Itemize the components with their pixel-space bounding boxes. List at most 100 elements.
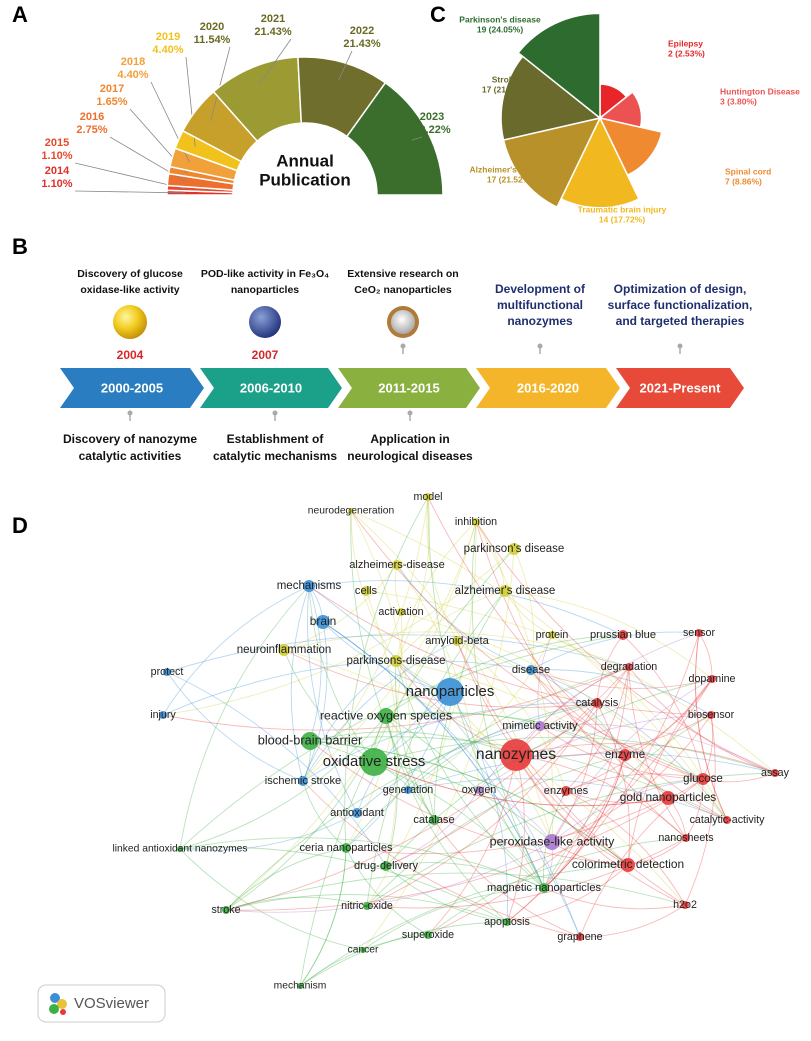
edge	[225, 872, 686, 911]
edge	[565, 678, 713, 792]
edge	[427, 754, 517, 936]
edge	[565, 790, 669, 803]
edge	[395, 521, 477, 662]
edge	[478, 789, 553, 843]
network-node	[625, 663, 633, 671]
edge	[322, 621, 581, 938]
network-node	[708, 675, 716, 683]
node-label: degradation	[601, 661, 658, 673]
network-node	[378, 708, 394, 724]
value-label: 17 (21.52%)	[487, 174, 533, 184]
network-node	[508, 543, 520, 555]
edge	[385, 862, 545, 889]
edge	[385, 666, 630, 867]
network-node	[771, 769, 779, 777]
network-node	[436, 678, 464, 706]
network-node	[360, 947, 366, 953]
category-label: 2019	[156, 31, 180, 43]
edge	[698, 632, 713, 680]
edge	[302, 660, 397, 782]
pin	[407, 410, 413, 416]
edge	[225, 702, 598, 911]
network-node	[475, 786, 483, 794]
panel-label: C	[430, 2, 446, 27]
edge	[506, 754, 626, 923]
edge	[433, 819, 581, 938]
edge	[162, 585, 310, 716]
edge	[628, 666, 776, 774]
milestone-year: 2007	[252, 348, 279, 362]
node-label: inhibition	[455, 516, 497, 528]
edge	[539, 725, 669, 799]
rose-slice	[502, 116, 602, 209]
category-label: 2016	[80, 111, 104, 123]
edge	[506, 864, 629, 923]
network-node	[472, 518, 480, 526]
edge	[302, 702, 598, 782]
edge	[396, 564, 480, 791]
edge	[362, 548, 515, 951]
edge	[225, 778, 704, 911]
category-label: Alzheimer's disease	[470, 164, 551, 174]
node-label: model	[413, 491, 442, 503]
edge	[551, 634, 728, 821]
edge	[543, 754, 626, 889]
edge	[395, 660, 517, 756]
edge	[579, 778, 704, 938]
edge	[166, 671, 387, 867]
milestone-text: CeO₂ nanoparticles	[354, 284, 452, 296]
value-label: 3 (3.80%)	[720, 96, 757, 106]
node-label: protein	[536, 629, 569, 641]
edge	[456, 640, 669, 799]
edge	[225, 841, 553, 913]
node-label: gold nanoparticles	[620, 790, 717, 804]
network-node	[621, 858, 635, 872]
edge	[345, 691, 451, 849]
edge	[622, 634, 704, 780]
milestone-text: catalytic mechanisms	[213, 449, 337, 463]
edge	[225, 896, 368, 911]
edge	[565, 666, 630, 792]
edge	[385, 634, 624, 717]
network-node	[163, 668, 171, 676]
value-label: 11.54%	[194, 34, 231, 46]
edge	[551, 714, 712, 843]
node-label: prussian blue	[590, 629, 656, 641]
edge	[373, 761, 669, 807]
node-label: alzheimer's disease	[455, 585, 556, 597]
stage-label: 2006-2010	[240, 380, 302, 395]
edge	[385, 715, 398, 867]
edge	[396, 564, 532, 671]
edge	[309, 731, 517, 756]
edge	[427, 496, 728, 821]
node-label: linked antioxidant nanozymes	[112, 844, 247, 855]
edge	[530, 669, 626, 756]
edge	[283, 649, 598, 708]
edge	[475, 521, 776, 774]
category-label: 2014	[45, 165, 70, 177]
edge	[179, 846, 508, 923]
edge	[385, 712, 704, 780]
edge	[308, 585, 712, 716]
milestone-text: Extensive research on	[347, 268, 458, 280]
edge	[506, 754, 525, 923]
network-node	[341, 843, 351, 853]
edge	[350, 510, 411, 791]
pin	[537, 343, 543, 349]
edge	[684, 714, 716, 906]
logo-icon	[57, 999, 67, 1009]
edge	[350, 510, 553, 843]
network-node	[424, 931, 432, 939]
category-label: 2018	[121, 56, 145, 68]
pin	[677, 343, 683, 349]
network-node	[352, 808, 362, 818]
edge	[345, 611, 403, 849]
network-node	[576, 933, 584, 941]
edge	[162, 659, 532, 716]
node-label: apoptosis	[484, 916, 530, 928]
network-node	[222, 906, 230, 914]
edge	[407, 778, 728, 821]
network-node	[348, 508, 354, 514]
edge	[366, 702, 598, 907]
network-node	[424, 493, 432, 501]
